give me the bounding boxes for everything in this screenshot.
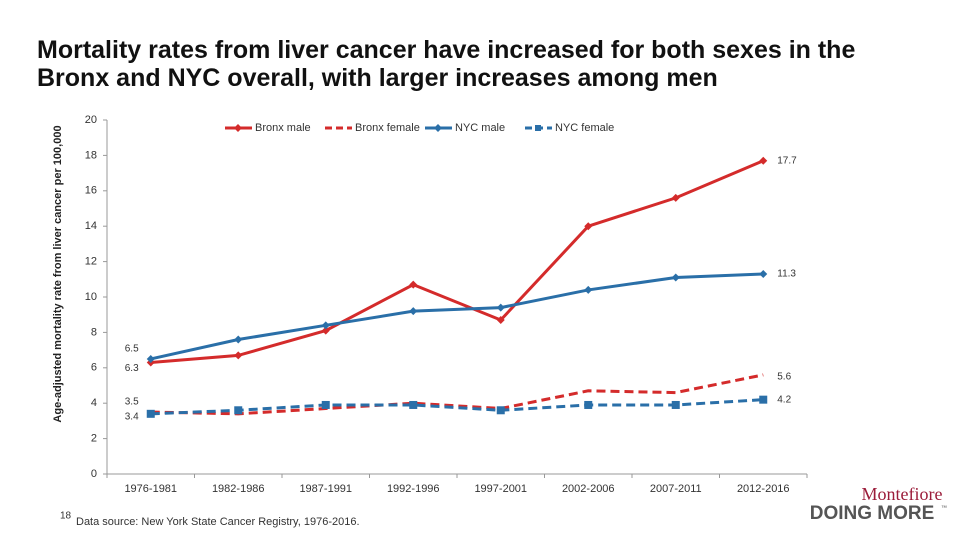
- point: [234, 406, 243, 415]
- point: [409, 307, 418, 316]
- y-tick-label: 14: [85, 220, 97, 232]
- point: [146, 409, 155, 418]
- series-line: [150, 159, 764, 364]
- source-note: Data source: New York State Cancer Regis…: [76, 516, 360, 528]
- y-tick-label: 6: [91, 362, 97, 374]
- legend-label: Bronx male: [255, 122, 311, 134]
- x-tick-label: 1976-1981: [124, 483, 177, 495]
- point: [584, 285, 593, 294]
- point: [671, 193, 680, 202]
- point: [584, 222, 593, 231]
- x-tick-label: 1997-2001: [474, 483, 527, 495]
- x-tick-label: 2007-2011: [650, 483, 702, 495]
- logo: Montefiore: [862, 484, 943, 504]
- y-tick-label: 0: [91, 468, 97, 480]
- y-tick-label: 10: [85, 291, 97, 303]
- y-tick-label: 12: [85, 256, 97, 268]
- point: [496, 303, 505, 312]
- data-label: 17.7: [777, 155, 797, 166]
- point: [671, 273, 680, 282]
- point: [146, 354, 155, 363]
- point: [321, 326, 330, 335]
- y-tick-label: 18: [85, 149, 97, 161]
- data-label: 6.3: [125, 363, 139, 374]
- point: [584, 400, 593, 409]
- x-tick-label: 2012-2016: [737, 483, 790, 495]
- series-line: [150, 398, 764, 416]
- x-tick-label: 1982-1986: [212, 483, 265, 495]
- x-tick-label: 1992-1996: [387, 483, 440, 495]
- point: [409, 400, 418, 409]
- point: [759, 395, 768, 404]
- series-line: [150, 272, 764, 361]
- legend-marker: [535, 125, 541, 131]
- point: [759, 269, 768, 278]
- x-tick-label: 2002-2006: [562, 483, 615, 495]
- chart-title: Mortality rates from liver cancer have i…: [37, 36, 856, 92]
- data-label: 5.6: [777, 372, 791, 383]
- data-label: 4.2: [777, 394, 791, 405]
- point: [234, 335, 243, 344]
- legend-label: Bronx female: [355, 122, 420, 134]
- trademark: ™: [941, 505, 947, 512]
- legend-label: NYC female: [555, 122, 614, 134]
- legend-marker: [234, 124, 242, 132]
- point: [496, 316, 505, 325]
- y-tick-label: 16: [85, 185, 97, 197]
- page-number: 18: [60, 511, 72, 522]
- tagline: DOING MORE: [810, 503, 935, 524]
- y-tick-label: 8: [91, 326, 97, 338]
- point: [409, 280, 418, 289]
- y-tick-label: 4: [91, 397, 97, 409]
- point: [321, 321, 330, 330]
- data-label: 6.5: [125, 344, 139, 355]
- data-label: 3.4: [125, 411, 139, 422]
- point: [759, 156, 768, 165]
- y-tick-label: 20: [85, 114, 97, 126]
- point: [496, 406, 505, 415]
- data-label: 3.5: [125, 397, 139, 408]
- series-line: [150, 373, 764, 416]
- data-label: 11.3: [777, 269, 796, 280]
- point: [671, 400, 680, 409]
- y-tick-label: 2: [91, 433, 97, 445]
- legend-label: NYC male: [455, 122, 505, 134]
- legend-marker: [434, 124, 442, 132]
- x-tick-label: 1987-1991: [299, 483, 352, 495]
- point: [234, 351, 243, 360]
- point: [321, 400, 330, 409]
